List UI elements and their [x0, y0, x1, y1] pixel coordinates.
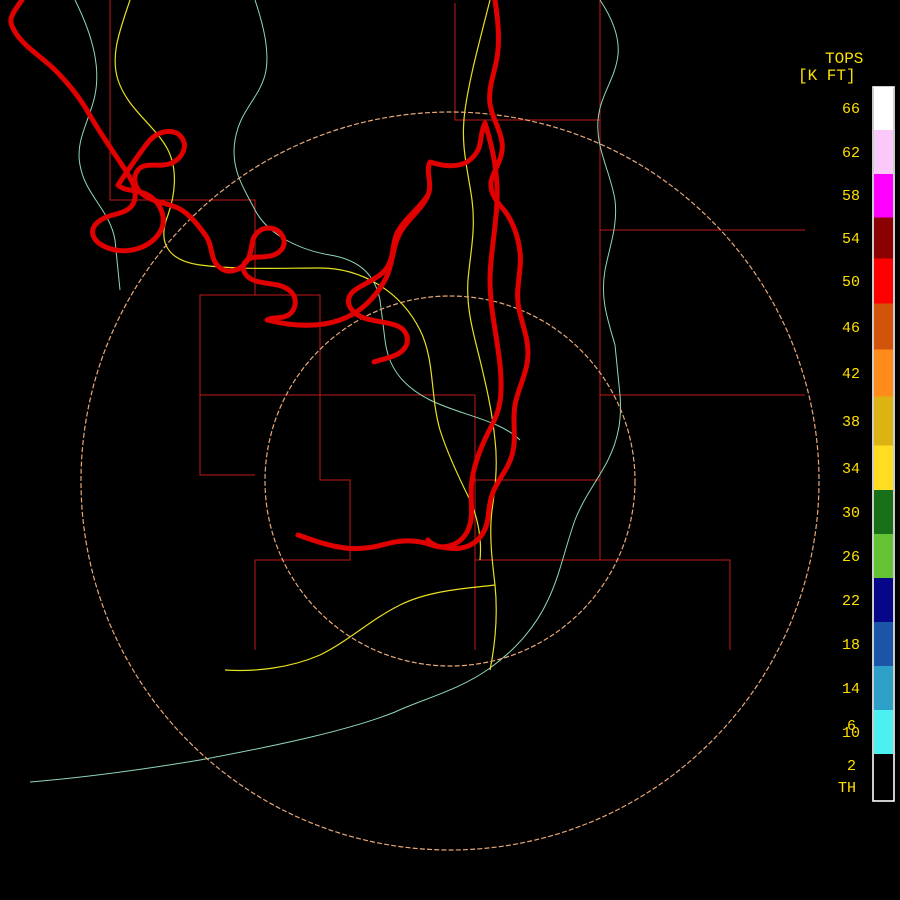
- svg-text:TOPS: TOPS: [825, 50, 863, 68]
- svg-text:66: 66: [842, 101, 860, 118]
- svg-text:38: 38: [842, 414, 860, 431]
- svg-text:2: 2: [847, 758, 856, 775]
- svg-text:[K FT]: [K FT]: [798, 67, 856, 85]
- svg-text:14: 14: [842, 681, 860, 698]
- svg-text:34: 34: [842, 461, 860, 478]
- svg-text:18: 18: [842, 637, 860, 654]
- svg-text:30: 30: [842, 505, 860, 522]
- svg-text:26: 26: [842, 549, 860, 566]
- svg-text:58: 58: [842, 188, 860, 205]
- svg-text:22: 22: [842, 593, 860, 610]
- svg-text:54: 54: [842, 231, 860, 248]
- svg-text:42: 42: [842, 366, 860, 383]
- svg-text:6: 6: [847, 718, 856, 735]
- svg-text:TH: TH: [838, 780, 856, 797]
- svg-text:62: 62: [842, 145, 860, 162]
- svg-text:46: 46: [842, 320, 860, 337]
- svg-text:50: 50: [842, 274, 860, 291]
